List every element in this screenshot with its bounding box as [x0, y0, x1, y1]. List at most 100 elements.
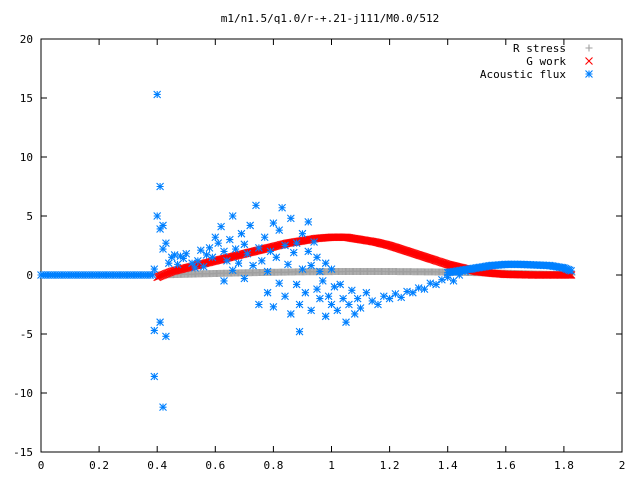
acoustic-flux-point — [220, 247, 228, 256]
acoustic-flux-point — [313, 253, 321, 262]
acoustic-flux-point — [164, 259, 173, 268]
series-acoustic-flux — [37, 90, 576, 412]
acoustic-flux-point — [249, 261, 257, 270]
x-tick-label: 0 — [38, 459, 45, 472]
acoustic-flux-point — [234, 259, 243, 268]
acoustic-flux-point — [565, 266, 574, 275]
y-tick-label: 5 — [26, 210, 33, 223]
acoustic-flux-point — [266, 247, 275, 256]
acoustic-flux-point — [321, 259, 330, 268]
x-tick-label: 1.8 — [554, 459, 574, 472]
acoustic-flux-point — [153, 90, 162, 99]
x-tick-labels: 0 0.2 0.4 0.6 0.8 1 1.2 1.4 1.6 1.8 2 — [38, 459, 626, 472]
acoustic-flux-point — [148, 271, 157, 279]
acoustic-flux-point — [313, 285, 321, 294]
acoustic-flux-point — [443, 273, 452, 282]
acoustic-flux-point — [339, 294, 348, 303]
acoustic-flux-point — [202, 251, 211, 259]
x-tick-label: 0.8 — [263, 459, 283, 472]
acoustic-flux-point — [159, 245, 167, 253]
chart-title: m1/n1.5/q1.0/r-+.21-j111/M0.0/512 — [221, 12, 440, 25]
acoustic-flux-point — [420, 285, 429, 294]
acoustic-flux-point — [275, 279, 284, 288]
acoustic-flux-point — [432, 280, 440, 289]
acoustic-flux-point — [324, 292, 333, 301]
acoustic-flux-point — [188, 259, 196, 268]
acoustic-flux-point — [240, 274, 249, 283]
acoustic-flux-point — [225, 235, 234, 244]
acoustic-flux-point — [315, 294, 324, 303]
acoustic-flux-point — [240, 240, 249, 249]
acoustic-flux-point — [426, 279, 435, 288]
acoustic-flux-point — [263, 288, 272, 297]
acoustic-flux-point — [310, 238, 318, 246]
acoustic-flux-point — [269, 219, 278, 227]
series-r-stress — [153, 267, 576, 279]
acoustic-flux-point — [374, 300, 382, 309]
acoustic-flux-point — [162, 332, 170, 341]
acoustic-flux-point — [342, 318, 350, 327]
acoustic-flux-point — [182, 249, 191, 258]
acoustic-flux-point — [217, 222, 225, 231]
acoustic-flux-point — [438, 275, 446, 284]
acoustic-flux-point — [391, 289, 400, 298]
plot-border — [40, 38, 623, 453]
acoustic-flux-point — [397, 293, 406, 302]
acoustic-flux-point — [156, 182, 164, 191]
x-tick-label: 0.2 — [89, 459, 109, 472]
acoustic-flux-point — [286, 214, 295, 223]
acoustic-flux-point — [345, 300, 353, 309]
acoustic-flux-point — [208, 253, 217, 262]
legend-label: Acoustic flux — [480, 68, 566, 81]
y-tick-label: -5 — [20, 328, 33, 341]
acoustic-flux-point — [356, 304, 365, 312]
acoustic-flux-point — [196, 246, 205, 255]
acoustic-flux-point — [307, 306, 316, 315]
plot-area — [37, 90, 576, 412]
y-tick-label: 10 — [20, 151, 33, 164]
acoustic-flux-point — [272, 253, 281, 262]
acoustic-flux-point — [260, 233, 269, 242]
acoustic-flux-point — [252, 201, 260, 210]
acoustic-flux-point — [179, 254, 188, 263]
legend-label: R stress — [513, 42, 566, 55]
acoustic-flux-point — [254, 243, 263, 252]
acoustic-flux-point — [191, 264, 199, 272]
x-tick-label: 1.6 — [496, 459, 516, 472]
acoustic-flux-point — [414, 284, 423, 292]
acoustic-flux-point — [237, 229, 246, 238]
acoustic-flux-point — [246, 221, 255, 230]
acoustic-flux-point — [199, 262, 208, 271]
acoustic-flux-point — [254, 300, 263, 309]
acoustic-flux-point — [295, 300, 304, 309]
acoustic-flux-point — [205, 243, 214, 252]
acoustic-flux-point — [301, 288, 310, 297]
acoustic-flux-point — [327, 265, 336, 273]
acoustic-flux-point — [362, 288, 371, 297]
acoustic-flux-point — [284, 260, 292, 269]
acoustic-flux-point — [295, 327, 304, 336]
acoustic-flux-point — [333, 306, 342, 315]
acoustic-flux-point — [278, 203, 287, 212]
acoustic-flux-point — [156, 318, 164, 327]
acoustic-flux-point — [193, 256, 202, 265]
acoustic-flux-point — [263, 267, 272, 276]
acoustic-flux-point — [214, 239, 223, 248]
acoustic-flux-point — [318, 277, 327, 285]
acoustic-flux-point — [150, 326, 159, 335]
acoustic-flux-point — [350, 310, 359, 318]
y-tick-label: 20 — [20, 33, 33, 46]
acoustic-flux-point — [223, 256, 231, 265]
axis-ticks — [40, 38, 623, 453]
acoustic-flux-point — [567, 266, 576, 275]
acoustic-flux-point — [162, 239, 170, 248]
acoustic-flux-point — [281, 241, 289, 250]
acoustic-flux-point — [307, 261, 316, 270]
legend-label: G work — [526, 55, 566, 68]
acoustic-flux-point — [275, 226, 284, 235]
acoustic-flux-point — [269, 302, 278, 311]
acoustic-flux-point — [368, 297, 377, 305]
legend-marker — [585, 70, 593, 78]
acoustic-flux-point — [243, 249, 252, 258]
